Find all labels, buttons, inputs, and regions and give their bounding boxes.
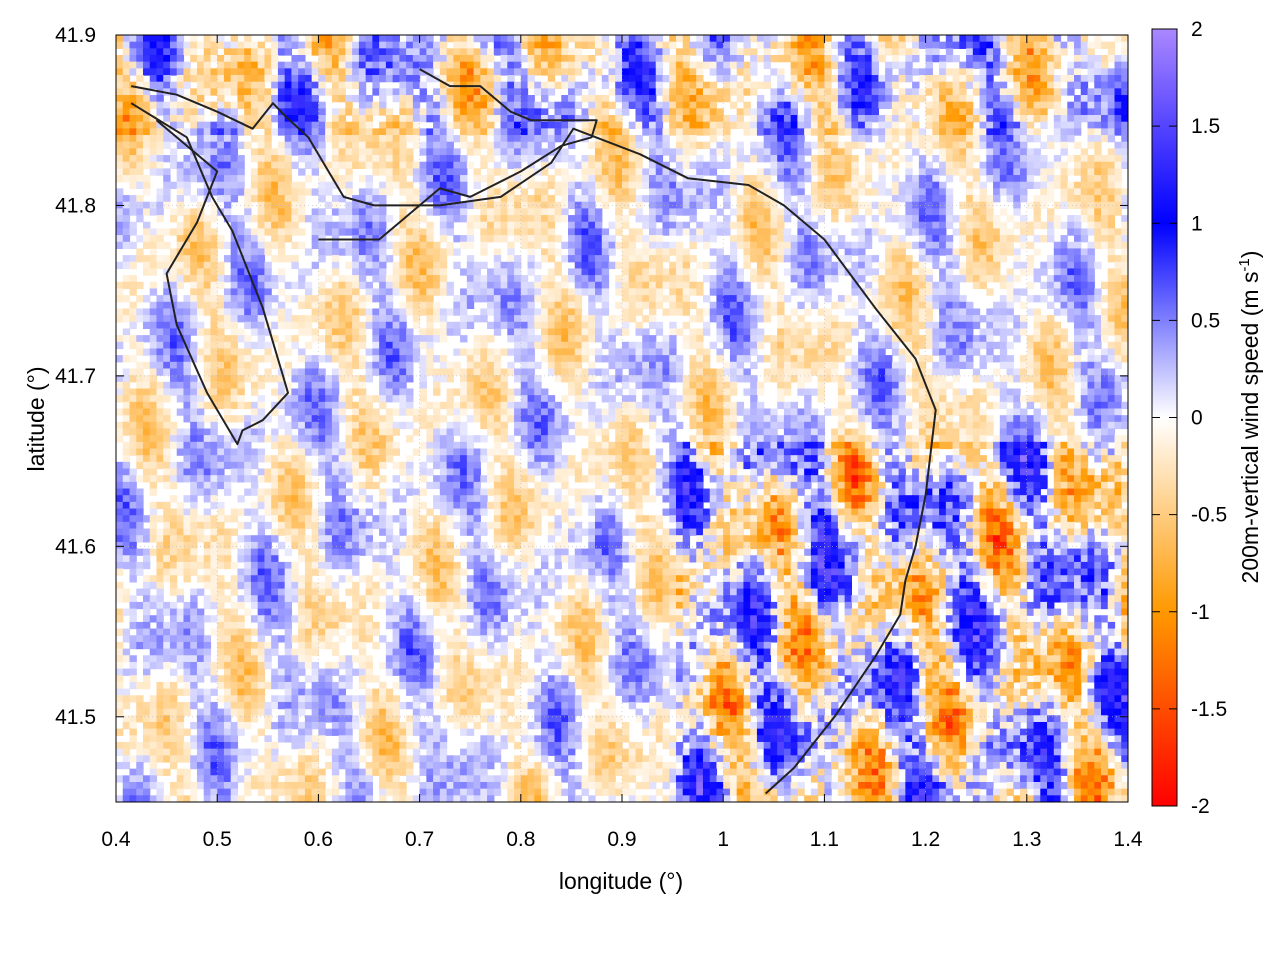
x-tick-label: 0.5 <box>203 828 232 851</box>
y-tick-label: 41.5 <box>55 706 96 729</box>
x-tick-label: 0.7 <box>405 828 434 851</box>
colorbar-tick-label: 0 <box>1191 407 1203 430</box>
y-axis-ticks: 41.5 41.6 41.7 41.8 41.9 <box>55 24 1128 729</box>
colorbar-title: 200m-vertical wind speed (m s-1) <box>1236 251 1263 584</box>
colorbar-tick-label: 1.5 <box>1191 115 1220 138</box>
x-tick-label: 1.1 <box>810 828 839 851</box>
contour-line <box>130 102 289 446</box>
terrain-contours <box>130 68 937 795</box>
x-tick-label: 1 <box>717 828 729 851</box>
x-tick-label: 0.6 <box>304 828 333 851</box>
colorbar-tick-label: 2 <box>1191 18 1203 41</box>
x-tick-label: 0.4 <box>101 828 131 851</box>
x-tick-label: 0.9 <box>607 828 636 851</box>
contour-line <box>318 68 598 241</box>
colorbar-tick-label: 1 <box>1191 212 1203 235</box>
x-axis-title: longitude (°) <box>559 868 683 894</box>
x-tick-label: 1.4 <box>1113 828 1143 851</box>
y-tick-label: 41.9 <box>55 24 96 47</box>
y-tick-label: 41.7 <box>55 365 96 388</box>
x-tick-label: 0.8 <box>506 828 535 851</box>
x-axis-ticks: 0.4 0.5 0.6 0.7 0.8 0.9 1 1.1 1.2 1.3 1.4 <box>101 35 1143 851</box>
x-tick-label: 1.2 <box>911 828 940 851</box>
y-axis-title: latitude (°) <box>23 366 49 471</box>
colorbar-tick-label: -1 <box>1191 601 1210 624</box>
colorbar-ticks: 2 1.5 1 0.5 0 -0.5 -1 -1.5 -2 <box>1152 18 1227 818</box>
grid-lines <box>116 35 1128 802</box>
y-tick-label: 41.8 <box>55 194 96 217</box>
colorbar-tick-label: -2 <box>1191 795 1210 818</box>
colorbar-tick-label: 0.5 <box>1191 309 1220 332</box>
heatmap-field <box>116 35 1128 802</box>
contour-line <box>131 85 937 795</box>
y-tick-label: 41.6 <box>55 535 96 558</box>
colorbar-tick-label: -0.5 <box>1191 504 1227 527</box>
colorbar-tick-label: -1.5 <box>1191 698 1227 721</box>
x-tick-label: 1.3 <box>1012 828 1041 851</box>
